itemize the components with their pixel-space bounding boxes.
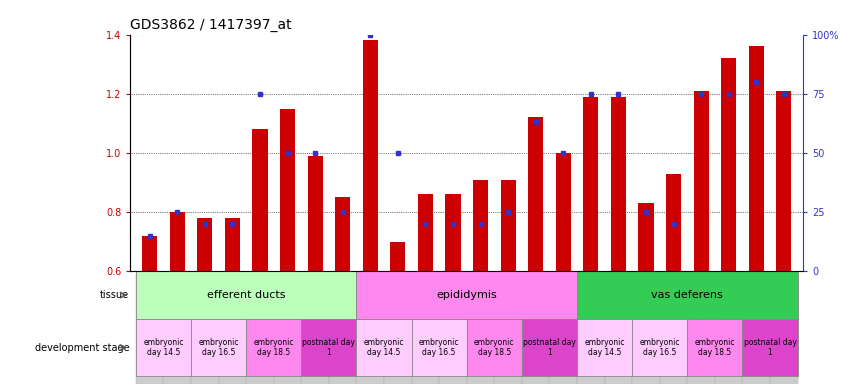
Bar <box>694 91 709 271</box>
Bar <box>467 319 522 376</box>
FancyBboxPatch shape <box>163 274 191 384</box>
Bar <box>721 58 736 271</box>
Bar <box>301 319 357 376</box>
Bar <box>357 271 577 319</box>
FancyBboxPatch shape <box>770 274 797 384</box>
Bar <box>362 40 378 271</box>
Text: vas deferens: vas deferens <box>652 290 723 300</box>
Bar <box>528 118 543 271</box>
Bar <box>446 194 461 271</box>
Bar <box>638 203 653 271</box>
Bar <box>584 97 599 271</box>
Text: tissue: tissue <box>100 290 130 300</box>
Bar <box>280 109 295 271</box>
FancyBboxPatch shape <box>136 274 163 384</box>
Bar <box>142 236 157 271</box>
FancyBboxPatch shape <box>191 274 219 384</box>
FancyBboxPatch shape <box>219 274 246 384</box>
Text: embryonic
day 14.5: embryonic day 14.5 <box>143 338 183 357</box>
FancyBboxPatch shape <box>522 274 549 384</box>
Bar <box>136 271 357 319</box>
Text: embryonic
day 14.5: embryonic day 14.5 <box>584 338 625 357</box>
Bar <box>308 156 323 271</box>
FancyBboxPatch shape <box>632 274 660 384</box>
Text: embryonic
day 16.5: embryonic day 16.5 <box>639 338 680 357</box>
Bar <box>246 319 301 376</box>
FancyBboxPatch shape <box>384 274 411 384</box>
Text: postnatal day
1: postnatal day 1 <box>303 338 356 357</box>
Bar <box>611 97 626 271</box>
Bar <box>198 218 213 271</box>
FancyBboxPatch shape <box>329 274 357 384</box>
Text: efferent ducts: efferent ducts <box>207 290 285 300</box>
Bar <box>748 46 764 271</box>
FancyBboxPatch shape <box>357 274 384 384</box>
Bar <box>225 218 240 271</box>
FancyBboxPatch shape <box>715 274 743 384</box>
Text: embryonic
day 16.5: embryonic day 16.5 <box>198 338 239 357</box>
FancyBboxPatch shape <box>743 274 770 384</box>
Bar <box>577 319 632 376</box>
Bar <box>687 319 743 376</box>
Text: embryonic
day 18.5: embryonic day 18.5 <box>695 338 735 357</box>
Bar <box>418 194 433 271</box>
Bar <box>577 271 797 319</box>
FancyBboxPatch shape <box>301 274 329 384</box>
Text: GDS3862 / 1417397_at: GDS3862 / 1417397_at <box>130 18 292 32</box>
Bar <box>500 180 516 271</box>
Bar <box>390 242 405 271</box>
Bar <box>632 319 687 376</box>
Bar <box>252 129 267 271</box>
Bar <box>136 319 191 376</box>
FancyBboxPatch shape <box>549 274 577 384</box>
Bar <box>335 197 350 271</box>
Bar <box>666 174 681 271</box>
Text: embryonic
day 14.5: embryonic day 14.5 <box>364 338 405 357</box>
FancyBboxPatch shape <box>687 274 715 384</box>
Text: epididymis: epididymis <box>436 290 497 300</box>
FancyBboxPatch shape <box>467 274 495 384</box>
FancyBboxPatch shape <box>605 274 632 384</box>
Text: postnatal day
1: postnatal day 1 <box>523 338 576 357</box>
FancyBboxPatch shape <box>660 274 687 384</box>
Bar <box>357 319 411 376</box>
Bar <box>170 212 185 271</box>
FancyBboxPatch shape <box>273 274 301 384</box>
FancyBboxPatch shape <box>246 274 273 384</box>
Bar <box>411 319 467 376</box>
Bar <box>191 319 246 376</box>
FancyBboxPatch shape <box>495 274 522 384</box>
Text: postnatal day
1: postnatal day 1 <box>743 338 796 357</box>
FancyBboxPatch shape <box>439 274 467 384</box>
Bar <box>743 319 797 376</box>
Bar <box>473 180 488 271</box>
Bar <box>776 91 791 271</box>
Text: embryonic
day 16.5: embryonic day 16.5 <box>419 338 459 357</box>
Bar <box>556 153 571 271</box>
Text: embryonic
day 18.5: embryonic day 18.5 <box>474 338 515 357</box>
Text: embryonic
day 18.5: embryonic day 18.5 <box>253 338 294 357</box>
FancyBboxPatch shape <box>577 274 605 384</box>
Bar <box>522 319 577 376</box>
FancyBboxPatch shape <box>411 274 439 384</box>
Text: development stage: development stage <box>34 343 130 353</box>
